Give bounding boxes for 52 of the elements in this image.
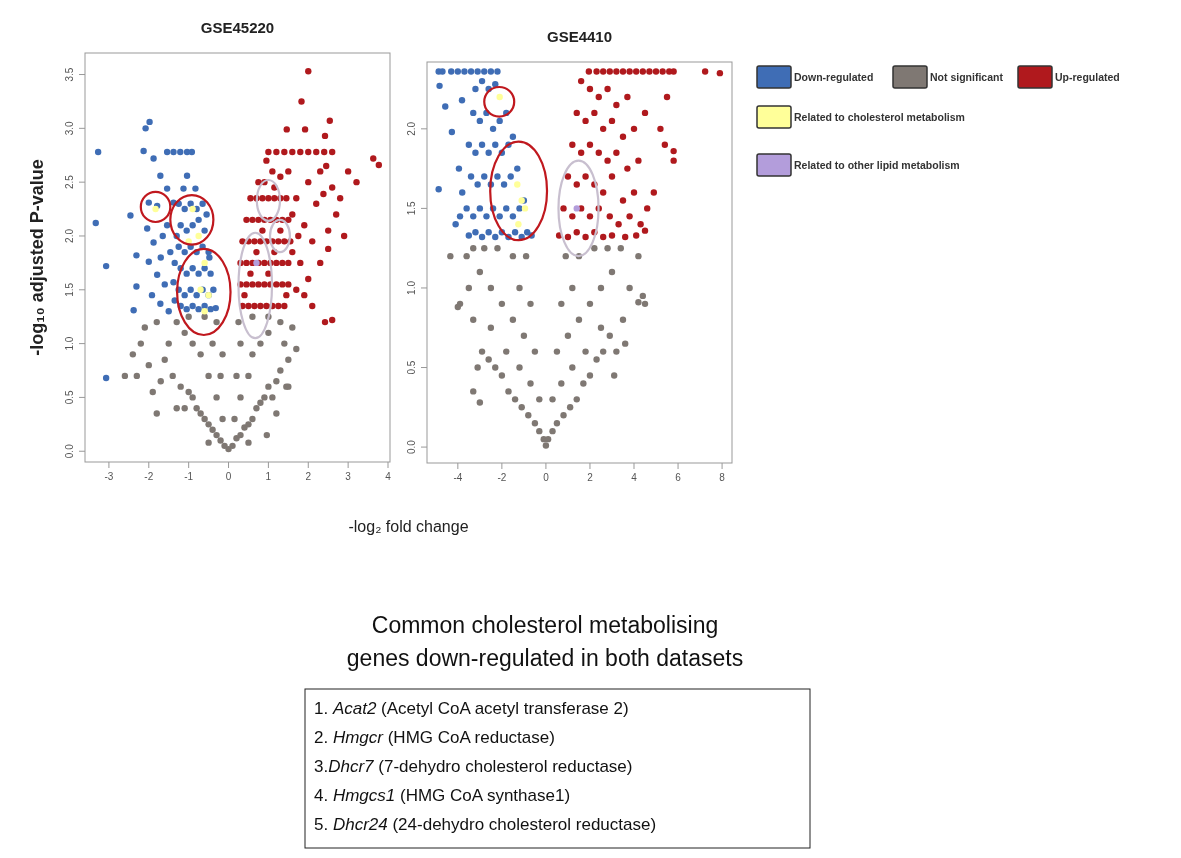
x-tick-label: -2 (497, 472, 507, 483)
point (515, 221, 522, 228)
point (201, 308, 208, 315)
x-tick-label: 4 (385, 471, 392, 482)
y-tick-label: 2.5 (64, 174, 75, 190)
x-axis-title: -log₂ fold change (348, 518, 469, 535)
y-tick-label: 3.5 (64, 67, 75, 82)
chart-title: GSE45220 (200, 19, 275, 36)
y-tick-label: 1.0 (64, 336, 75, 351)
text: 2. Hmgcr (HMG CoA reductase) (314, 728, 555, 747)
x-tick-label: 3 (345, 471, 352, 482)
point (496, 93, 503, 101)
y-tick-label: 0.5 (64, 390, 75, 405)
legend-label: Related to other lipid metabolism (794, 159, 960, 171)
text: 3.Dhcr7 (7-dehydro cholesterol reductase) (314, 757, 633, 776)
y-tick-label: 0.0 (64, 443, 75, 459)
y-tick-label: 1.5 (64, 282, 75, 297)
point (195, 232, 202, 240)
legend-label: Down-regulated (794, 71, 874, 83)
x-tick-label: 4 (631, 472, 638, 483)
x-tick-label: 8 (719, 472, 726, 483)
x-tick-label: 0 (543, 472, 550, 483)
x-tick-label: 2 (587, 472, 594, 483)
x-tick-label: 2 (305, 471, 312, 482)
x-tick-label: 0 (225, 471, 232, 482)
y-axis-title: -log₁₀ adjusted P-value (27, 159, 47, 356)
x-tick-label: -4 (453, 472, 463, 483)
x-tick-label: -1 (184, 471, 194, 482)
chart-title: GSE4410 (546, 28, 613, 45)
y-tick-label: 1.0 (406, 280, 417, 295)
legend-label: Up-regulated (1055, 71, 1120, 83)
y-tick-label: 0.0 (406, 439, 417, 455)
x-tick-label: 1 (265, 471, 272, 482)
y-tick-label: 2.0 (406, 121, 417, 136)
y-tick-label: 1.5 (406, 201, 417, 216)
point (573, 205, 580, 212)
y-tick-label: 2.0 (64, 228, 75, 243)
point (189, 205, 196, 213)
text: 5. Dhcr24 (24-dehydro cholesterol reductase) (314, 815, 657, 834)
legend-label: Not significant (930, 71, 1004, 83)
point (201, 259, 208, 267)
text: 1. Acat2 (Acetyl CoA acetyl transferase 2) (314, 699, 629, 718)
text: Common cholesterol metabolising genes down-regulated in both datasets (346, 612, 744, 671)
x-tick-label: -3 (104, 471, 114, 482)
y-tick-label: 0.5 (406, 360, 417, 375)
text: 4. Hmgcs1 (HMG CoA synthase1) (314, 786, 571, 805)
x-tick-label: 6 (675, 472, 682, 483)
point (514, 181, 521, 188)
legend-label: Related to cholesterol metabolism (794, 111, 965, 123)
point (521, 205, 529, 212)
x-tick-label: -2 (144, 471, 154, 482)
y-tick-label: 3.0 (64, 120, 75, 136)
